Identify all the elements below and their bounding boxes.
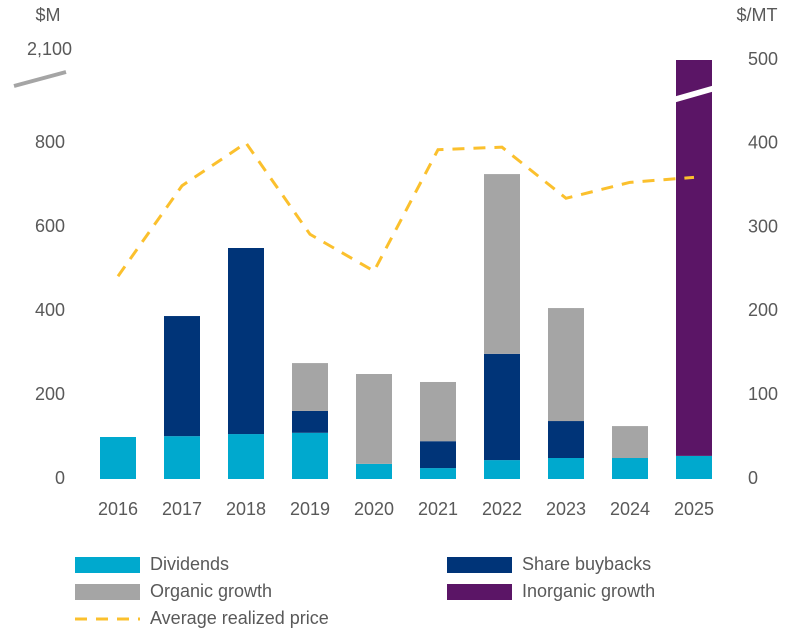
y2-tick-label: 100 <box>748 384 778 404</box>
bar-segment <box>676 455 712 479</box>
y2-tick-label: 300 <box>748 216 778 236</box>
y2-tick-label: 400 <box>748 133 778 153</box>
y2-tick-label: 500 <box>748 49 778 69</box>
axis-break-mark <box>13 70 67 88</box>
y-tick-label: 400 <box>35 300 65 320</box>
bar-segment <box>292 363 328 411</box>
y-tick-label: 600 <box>35 216 65 236</box>
y-tick-label: 800 <box>35 132 65 152</box>
bar-segment <box>228 248 264 435</box>
price-line <box>116 140 695 278</box>
bar-segment <box>356 374 392 464</box>
y-tick-label: 0 <box>55 468 65 488</box>
y2-tick-label: 0 <box>748 468 758 488</box>
y-tick-label: 2,100 <box>27 39 72 59</box>
x-tick-label: 2021 <box>418 499 458 519</box>
bar-segment <box>484 460 520 479</box>
bar-segment <box>548 421 584 458</box>
x-tick-label: 2016 <box>98 499 138 519</box>
legend-swatch <box>75 557 140 573</box>
bar-break-mark <box>673 85 715 103</box>
legend-label: Average realized price <box>150 608 329 628</box>
x-tick-label: 2025 <box>674 499 714 519</box>
bar-segment <box>292 410 328 433</box>
bar-segment <box>548 458 584 479</box>
legend-label: Share buybacks <box>522 554 651 574</box>
y2-tick-label: 200 <box>748 300 778 320</box>
bar-segment <box>484 353 520 461</box>
bar-segment <box>612 426 648 458</box>
y-tick-label: 200 <box>35 384 65 404</box>
bar-segment <box>292 432 328 479</box>
x-tick-label: 2018 <box>226 499 266 519</box>
bar-segment <box>420 381 456 442</box>
bar-segment <box>164 316 200 437</box>
bar-segment <box>228 434 264 479</box>
bar-segment <box>100 437 136 479</box>
legend-swatch <box>447 584 512 600</box>
y-axis-title: $M <box>35 5 60 25</box>
legend-label: Organic growth <box>150 581 272 601</box>
legend-swatch <box>447 557 512 573</box>
bar-segment <box>356 463 392 479</box>
bar-segment <box>676 60 712 456</box>
x-tick-label: 2017 <box>162 499 202 519</box>
x-tick-label: 2024 <box>610 499 650 519</box>
x-tick-label: 2023 <box>546 499 586 519</box>
bar-segment <box>548 308 584 422</box>
bar-segment <box>420 441 456 469</box>
bar-segment <box>420 468 456 479</box>
legend-label: Inorganic growth <box>522 581 655 601</box>
x-tick-label: 2022 <box>482 499 522 519</box>
legend-swatch <box>75 584 140 600</box>
x-tick-label: 2019 <box>290 499 330 519</box>
legend-label: Dividends <box>150 554 229 574</box>
bar-segment <box>484 174 520 354</box>
x-tick-label: 2020 <box>354 499 394 519</box>
y2-axis-title: $/MT <box>736 5 777 25</box>
bar-segment <box>612 458 648 479</box>
bar-segment <box>164 436 200 479</box>
